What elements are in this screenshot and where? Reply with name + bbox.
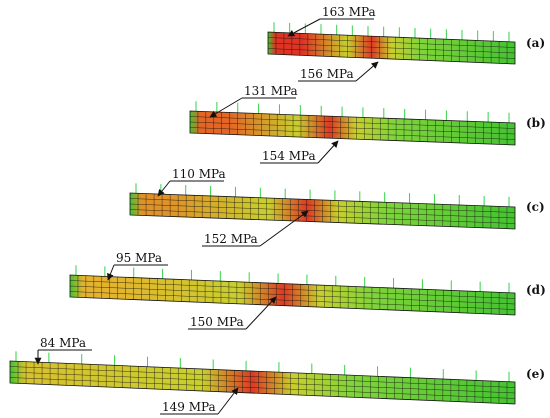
max-stress-label: 131 MPa: [244, 84, 298, 98]
panel-tag: (b): [526, 116, 546, 130]
panel-e: 84 MPa 149 MPa (e): [9, 336, 545, 415]
mid-stress-label: 149 MPa: [162, 400, 216, 414]
leader-arrow: [259, 210, 309, 247]
panel-tag: (e): [526, 367, 545, 381]
support-ticks: [135, 183, 510, 207]
mesh-grid: [129, 193, 516, 229]
mid-stress-label: 150 MPa: [190, 315, 244, 329]
mesh-grid: [267, 32, 516, 64]
leader-arrow: [157, 180, 171, 197]
support-ticks: [75, 265, 510, 293]
leader-arrow: [217, 387, 239, 415]
max-stress-label: 110 MPa: [172, 167, 226, 181]
panel-b: 131 MPa 154 MPa (b): [189, 84, 546, 164]
panel-tag: (c): [526, 200, 545, 214]
mid-stress-label: 156 MPa: [300, 67, 354, 81]
leader-arrow: [209, 97, 243, 118]
panel-a: 163 MPa 156 MPa (a): [267, 5, 545, 82]
leader-arrow: [317, 140, 339, 164]
mid-stress-label: 152 MPa: [204, 232, 258, 246]
max-stress-label: 163 MPa: [322, 5, 376, 19]
leader-arrow: [287, 18, 321, 37]
max-stress-label: 84 MPa: [40, 336, 86, 350]
max-stress-label: 95 MPa: [116, 251, 162, 265]
panel-tag: (a): [526, 36, 545, 50]
panel-tag: (d): [526, 283, 546, 297]
panel-c: 110 MPa 152 MPa (c): [129, 167, 545, 247]
support-ticks: [15, 351, 510, 382]
mesh-grid: [189, 111, 516, 145]
panel-d: 95 MPa 150 MPa (d): [69, 251, 546, 330]
leader-arrow: [355, 61, 379, 82]
support-ticks: [195, 101, 510, 123]
mid-stress-label: 154 MPa: [262, 149, 316, 163]
support-ticks: [273, 22, 510, 42]
mesh-grid: [9, 361, 516, 404]
mesh-grid: [69, 275, 516, 315]
leader-arrow: [245, 296, 277, 330]
leader-arrow: [107, 264, 115, 281]
